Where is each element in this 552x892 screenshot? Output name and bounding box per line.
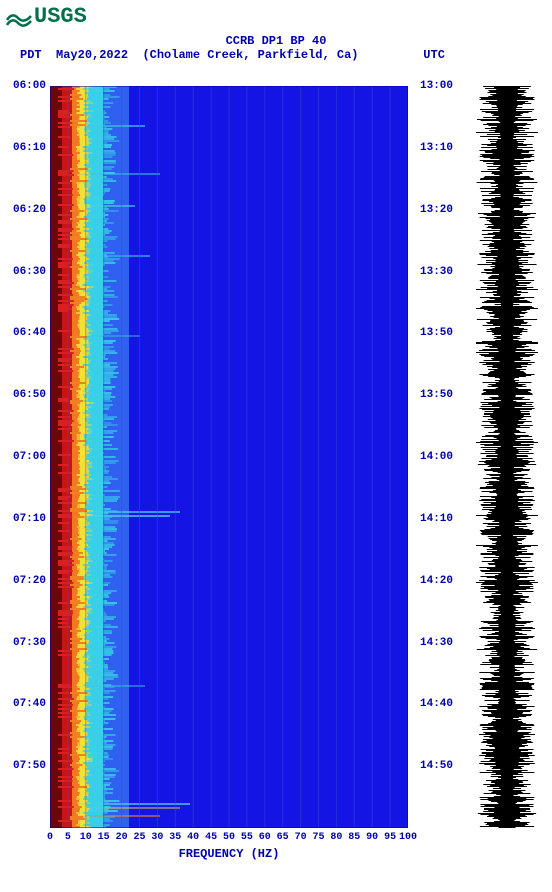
x-tick-label: 70 [295, 832, 307, 843]
y-left-tick-label: 06:10 [13, 142, 46, 154]
x-axis-label: FREQUENCY (HZ) [50, 847, 408, 861]
x-tick-label: 25 [133, 832, 145, 843]
y-axis-right: 13:0013:1013:2013:3013:5013:5014:0014:10… [408, 86, 458, 828]
x-tick-label: 15 [98, 832, 110, 843]
tz-left: PDT [20, 48, 42, 62]
x-tick-label: 55 [241, 832, 253, 843]
spectrogram-plot [50, 86, 408, 828]
y-right-tick-label: 14:40 [420, 698, 453, 710]
y-right-tick-label: 14:00 [420, 451, 453, 463]
x-tick-label: 100 [399, 832, 417, 843]
y-left-tick-label: 07:00 [13, 451, 46, 463]
y-right-tick-label: 13:00 [420, 80, 453, 92]
x-tick-label: 95 [384, 832, 396, 843]
tz-right: UTC [423, 48, 445, 62]
station-title: CCRB DP1 BP 40 [0, 34, 552, 48]
y-axis-left: 06:0006:1006:2006:3006:4006:5007:0007:10… [0, 86, 48, 828]
x-tick-label: 80 [330, 832, 342, 843]
x-tick-label: 85 [348, 832, 360, 843]
x-tick-label: 75 [312, 832, 324, 843]
y-left-tick-label: 06:20 [13, 204, 46, 216]
x-tick-label: 20 [116, 832, 128, 843]
y-right-tick-label: 14:20 [420, 575, 453, 587]
plot-header: CCRB DP1 BP 40 PDT May20,2022 (Cholame C… [0, 34, 552, 62]
header-info: PDT May20,2022 (Cholame Creek, Parkfield… [0, 48, 552, 62]
location: (Cholame Creek, Parkfield, Ca) [142, 48, 358, 62]
waveform-trace [476, 86, 538, 828]
x-tick-label: 65 [277, 832, 289, 843]
x-tick-label: 0 [47, 832, 53, 843]
spectrogram-image [50, 86, 408, 828]
x-tick-label: 35 [169, 832, 181, 843]
y-right-tick-label: 13:30 [420, 266, 453, 278]
x-tick-label: 40 [187, 832, 199, 843]
usgs-wave-icon [6, 6, 32, 28]
y-left-tick-label: 07:40 [13, 698, 46, 710]
y-left-tick-label: 07:50 [13, 760, 46, 772]
y-right-tick-label: 13:50 [420, 327, 453, 339]
y-right-tick-label: 13:10 [420, 142, 453, 154]
waveform-svg [476, 86, 538, 828]
y-left-tick-label: 07:30 [13, 637, 46, 649]
x-tick-label: 90 [366, 832, 378, 843]
x-tick-label: 10 [80, 832, 92, 843]
x-tick-label: 45 [205, 832, 217, 843]
date: May20,2022 [56, 48, 128, 62]
y-left-tick-label: 06:50 [13, 389, 46, 401]
x-tick-label: 30 [151, 832, 163, 843]
y-left-tick-label: 06:00 [13, 80, 46, 92]
y-right-tick-label: 14:10 [420, 513, 453, 525]
usgs-logo: USGS [6, 4, 87, 29]
x-tick-label: 60 [259, 832, 271, 843]
logo-text: USGS [34, 4, 87, 29]
x-tick-label: 50 [223, 832, 235, 843]
y-left-tick-label: 06:30 [13, 266, 46, 278]
y-left-tick-label: 07:10 [13, 513, 46, 525]
y-left-tick-label: 06:40 [13, 327, 46, 339]
y-right-tick-label: 14:30 [420, 637, 453, 649]
x-tick-label: 5 [65, 832, 71, 843]
y-left-tick-label: 07:20 [13, 575, 46, 587]
y-right-tick-label: 13:20 [420, 204, 453, 216]
y-right-tick-label: 13:50 [420, 389, 453, 401]
y-right-tick-label: 14:50 [420, 760, 453, 772]
